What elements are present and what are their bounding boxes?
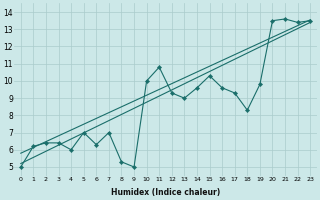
X-axis label: Humidex (Indice chaleur): Humidex (Indice chaleur) [111,188,220,197]
